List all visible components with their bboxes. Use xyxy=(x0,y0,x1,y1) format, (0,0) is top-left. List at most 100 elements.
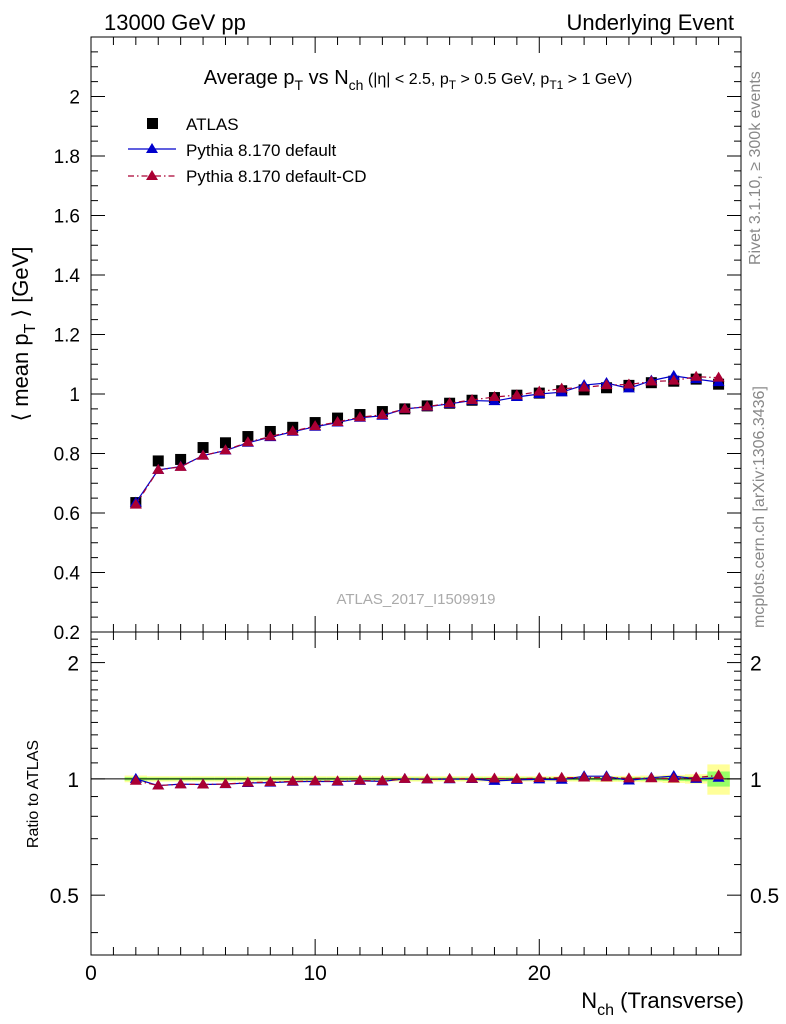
ratio-cd-point xyxy=(331,775,344,786)
pythia-cd-point xyxy=(309,420,322,431)
ratio-cd-point xyxy=(129,774,142,785)
y-tick-label: 1.2 xyxy=(54,326,80,347)
ratio-y-tick-label: 2 xyxy=(67,653,79,676)
pythia-cd-point xyxy=(197,449,210,460)
ratio-cd-point xyxy=(510,772,523,783)
legend-marker-pythia-cd xyxy=(146,170,158,180)
legend: ATLAS Pythia 8.170 default Pythia 8.170 … xyxy=(128,115,367,186)
pythia-cd-point xyxy=(129,498,142,509)
ratio-cd-point xyxy=(600,771,613,782)
pythia-cd-point xyxy=(578,381,591,392)
y-tick-label: 1.4 xyxy=(54,266,81,287)
ratio-cd-point xyxy=(309,775,322,786)
pythia-cd-point xyxy=(555,382,568,393)
ratio-cd-point xyxy=(466,772,479,783)
mcplots-label: mcplots.cern.ch [arXiv:1306.3436] xyxy=(751,386,768,628)
pythia-cd-point xyxy=(219,444,232,455)
pythia-cd-point xyxy=(690,370,703,381)
legend-marker-atlas xyxy=(147,118,158,129)
header-left: 13000 GeV pp xyxy=(104,10,246,35)
ratio-axis-ticks xyxy=(90,632,742,955)
ratio-y-tick-label-right: 2 xyxy=(750,653,762,676)
y-tick-label: 1.8 xyxy=(54,147,80,168)
ratio-cd-point xyxy=(555,771,568,782)
y-tick-label: 1.6 xyxy=(54,207,80,228)
pythia-cd-point xyxy=(645,375,658,386)
main-panel: Average pT vs Nch (|η| < 2.5, pT > 0.5 G… xyxy=(8,36,742,645)
x-tick-label: 0 xyxy=(85,962,97,985)
ratio-cd-point xyxy=(488,772,501,783)
pythia-cd-point xyxy=(152,463,165,474)
ratio-y-tick-labels: 0.5 0.5 1 1 2 2 xyxy=(50,653,779,909)
y-axis-label-main: ⟨ mean pT ⟩ [GeV] xyxy=(8,247,39,422)
pythia-cd-point xyxy=(376,408,389,419)
ratio-cd-line xyxy=(135,774,719,787)
pythia-cd-point xyxy=(466,393,479,404)
atlas-point xyxy=(152,455,164,467)
ratio-cd-point xyxy=(645,772,658,783)
ratio-cd-point xyxy=(443,772,456,783)
ratio-cd-point xyxy=(353,774,366,785)
ratio-panel: Ratio to ATLAS 0.5 0.5 1 1 2 2 0 10 20 Nch (Tra… xyxy=(25,631,779,1019)
ratio-cd-point xyxy=(241,776,254,787)
pythia-cd-point xyxy=(398,402,411,413)
ratio-cd-point xyxy=(264,776,277,787)
legend-label-pythia-cd: Pythia 8.170 default-CD xyxy=(186,167,367,186)
pythia-cd-point xyxy=(622,378,635,389)
atlas-point xyxy=(175,453,187,465)
pythia-cd-point xyxy=(241,436,254,447)
legend-label-atlas: ATLAS xyxy=(186,115,239,134)
chart-title: Average pT vs Nch (|η| < 2.5, pT > 0.5 G… xyxy=(204,67,633,93)
y-tick-label: 2 xyxy=(69,88,80,109)
x-axis-label: Nch (Transverse) xyxy=(581,988,744,1019)
main-y-tick-labels: 0.2 0.4 0.6 0.8 1 1.2 1.4 1.6 1.8 2 xyxy=(54,88,81,645)
x-tick-labels: 0 10 20 xyxy=(85,962,551,985)
y-tick-label: 0.4 xyxy=(54,564,81,585)
y-tick-label: 0.8 xyxy=(54,445,80,466)
pythia-cd-point xyxy=(331,415,344,426)
pythia-cd-point xyxy=(667,374,680,385)
x-tick-label: 10 xyxy=(303,962,326,985)
pythia-cd-point xyxy=(443,397,456,408)
ratio-cd-point xyxy=(690,771,703,782)
atlas-point xyxy=(219,437,231,449)
ratio-cd-point xyxy=(376,774,389,785)
x-tick-label: 20 xyxy=(528,962,551,985)
ratio-cd-point xyxy=(578,771,591,782)
pythia-cd-point xyxy=(600,379,613,390)
pythia-cd-point xyxy=(510,389,523,400)
ratio-cd-point xyxy=(152,779,165,790)
pythia-cd-point xyxy=(264,430,277,441)
pythia-cd-point xyxy=(421,400,434,411)
ratio-y-tick-label: 1 xyxy=(67,769,79,792)
pythia-cd-point xyxy=(286,425,299,436)
main-series xyxy=(129,369,725,509)
ratio-cd-point xyxy=(219,777,232,788)
ratio-cd-point xyxy=(622,772,635,783)
ratio-y-tick-label-right: 0.5 xyxy=(750,885,779,908)
pythia-cd-point xyxy=(533,385,546,396)
ratio-series xyxy=(129,769,725,790)
analysis-watermark: ATLAS_2017_I1509919 xyxy=(336,591,495,608)
y-tick-label: 1 xyxy=(69,385,80,406)
ratio-y-tick-label: 0.5 xyxy=(50,885,79,908)
ratio-cd-point xyxy=(533,772,546,783)
ratio-cd-point xyxy=(712,769,725,780)
ratio-cd-point xyxy=(398,772,411,783)
ratio-cd-point xyxy=(197,778,210,789)
y-axis-label-ratio: Ratio to ATLAS xyxy=(25,740,42,848)
y-tick-label: 0.6 xyxy=(54,504,80,525)
pythia-cd-point xyxy=(488,390,501,401)
y-tick-label: 0.2 xyxy=(54,623,80,644)
legend-marker-pythia-default xyxy=(146,143,158,153)
ratio-cd-point xyxy=(667,772,680,783)
ratio-cd-point xyxy=(286,775,299,786)
ratio-cd-point xyxy=(421,773,434,784)
pythia-cd-point xyxy=(353,411,366,422)
pythia-cd-line xyxy=(135,376,719,505)
atlas-point xyxy=(197,442,209,454)
legend-label-pythia-default: Pythia 8.170 default xyxy=(186,141,337,160)
pythia-cd-point xyxy=(174,460,187,471)
ratio-plot-frame xyxy=(90,631,742,956)
